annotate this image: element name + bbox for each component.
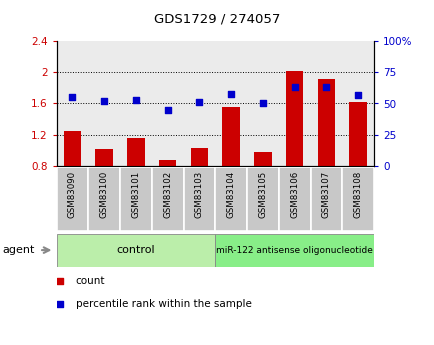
- Bar: [278, 41, 310, 166]
- Point: [56, 278, 63, 284]
- Point: [322, 85, 329, 90]
- Bar: [285, 71, 303, 166]
- Bar: [247, 41, 278, 166]
- Point: [132, 97, 139, 102]
- Bar: [151, 167, 183, 231]
- Bar: [56, 234, 215, 267]
- Text: GSM83103: GSM83103: [194, 170, 204, 218]
- Point: [354, 92, 361, 98]
- Bar: [310, 167, 342, 231]
- Bar: [158, 160, 176, 166]
- Text: count: count: [76, 276, 105, 286]
- Bar: [56, 167, 88, 231]
- Bar: [151, 41, 183, 166]
- Text: control: control: [116, 245, 155, 255]
- Bar: [183, 167, 215, 231]
- Bar: [349, 102, 366, 166]
- Text: percentile rank within the sample: percentile rank within the sample: [76, 299, 251, 309]
- Bar: [317, 79, 335, 166]
- Point: [69, 95, 76, 100]
- Point: [259, 101, 266, 106]
- Bar: [95, 148, 113, 166]
- Point: [56, 301, 63, 307]
- Text: GSM83105: GSM83105: [258, 170, 267, 218]
- Text: GSM83107: GSM83107: [321, 170, 330, 218]
- Bar: [342, 167, 373, 231]
- Text: GSM83104: GSM83104: [226, 170, 235, 218]
- Bar: [88, 41, 120, 166]
- Bar: [247, 167, 278, 231]
- Point: [291, 85, 298, 90]
- Bar: [253, 152, 271, 166]
- Bar: [310, 41, 342, 166]
- Point: [196, 99, 203, 105]
- Bar: [120, 167, 151, 231]
- Text: GSM83100: GSM83100: [99, 170, 108, 218]
- Bar: [127, 138, 145, 166]
- Text: GDS1729 / 274057: GDS1729 / 274057: [154, 12, 280, 25]
- Text: GSM83108: GSM83108: [353, 170, 362, 218]
- Text: GSM83106: GSM83106: [289, 170, 299, 218]
- Bar: [215, 167, 247, 231]
- Text: GSM83102: GSM83102: [163, 170, 172, 218]
- Bar: [56, 41, 88, 166]
- Bar: [120, 41, 151, 166]
- Bar: [183, 41, 215, 166]
- Text: GSM83101: GSM83101: [131, 170, 140, 218]
- Bar: [63, 131, 81, 166]
- Bar: [222, 107, 240, 166]
- Bar: [215, 234, 373, 267]
- Point: [227, 91, 234, 96]
- Text: agent: agent: [2, 245, 34, 255]
- Bar: [88, 167, 120, 231]
- Bar: [215, 41, 247, 166]
- Text: miR-122 antisense oligonucleotide: miR-122 antisense oligonucleotide: [216, 246, 372, 255]
- Bar: [190, 148, 208, 166]
- Point: [101, 98, 108, 104]
- Bar: [342, 41, 373, 166]
- Bar: [278, 167, 310, 231]
- Point: [164, 107, 171, 112]
- Text: GSM83090: GSM83090: [68, 170, 77, 218]
